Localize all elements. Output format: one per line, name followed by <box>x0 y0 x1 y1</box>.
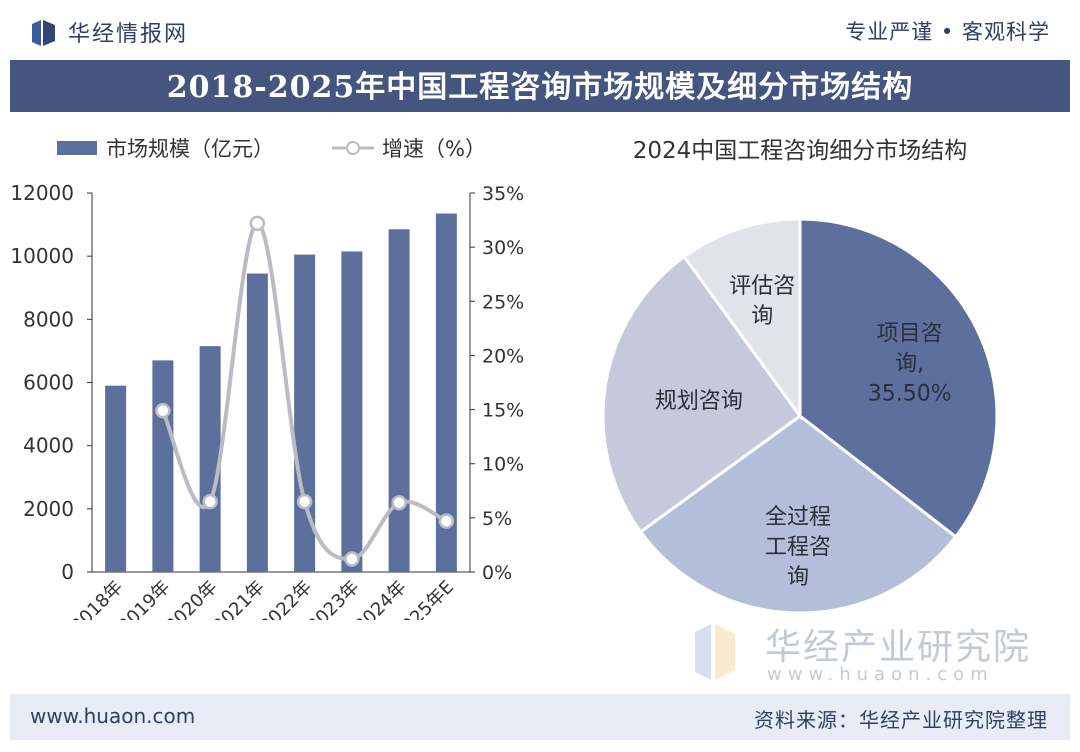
y-left-tick-label: 10000 <box>10 244 74 268</box>
y-left-tick-label: 4000 <box>23 434 74 458</box>
growth-point <box>296 493 313 510</box>
pie-slice-label: 评估咨询 <box>729 274 795 329</box>
bar <box>199 346 221 572</box>
watermark-url: www.huaon.com <box>767 664 994 685</box>
legend-line-label: 增速（%） <box>382 137 486 161</box>
growth-point <box>438 513 455 529</box>
source-note: 资料来源：华经产业研究院整理 <box>754 708 1048 732</box>
growth-point <box>344 551 360 567</box>
x-tick-label: 2022年 <box>256 577 316 620</box>
watermark-logo-icon <box>695 624 735 680</box>
x-tick-label: 2020年 <box>162 577 222 620</box>
growth-point <box>391 494 407 511</box>
y-right-tick-label: 20% <box>482 345 524 367</box>
y-right-tick-label: 30% <box>482 237 524 259</box>
bar <box>294 254 316 572</box>
x-tick-label: 2018年 <box>67 577 127 620</box>
bar-line-chart: 市场规模（亿元） 增速（%） 0 2000 4000 6000 8000 10000 12000… <box>10 137 524 620</box>
x-tick-label: 2019年 <box>114 577 174 620</box>
y-right-tick-label: 0% <box>482 562 512 584</box>
watermark-text: 华经产业研究院 <box>765 627 1032 668</box>
x-tick-label: 2021年 <box>209 577 269 620</box>
y-right-tick-label: 25% <box>482 291 524 313</box>
growth-point <box>249 215 266 232</box>
y-right-tick-label: 35% <box>482 183 524 205</box>
title-banner: 2018-2025年中国工程咨询市场规模及细分市场结构 <box>10 60 1070 112</box>
pie-slice <box>798 217 999 539</box>
logo-icon <box>32 20 55 46</box>
bar <box>246 273 268 572</box>
bar <box>152 360 174 572</box>
y-right-tick-label: 5% <box>482 508 512 530</box>
y-right-tick-label: 15% <box>482 400 524 422</box>
x-tick-label: 2024年 <box>351 577 411 620</box>
legend-bar-swatch <box>57 141 97 155</box>
bar <box>388 229 410 572</box>
y-right-tick-label: 10% <box>482 454 524 476</box>
pie-slice-label: 规划咨询 <box>655 389 743 414</box>
pie-slice-label: 全过程工程咨询 <box>765 505 831 590</box>
legend-bar-label: 市场规模（亿元） <box>106 137 274 161</box>
pie-slice-label: 项目咨询, 35.50% <box>868 321 952 406</box>
bar <box>341 251 363 572</box>
y-left-tick-label: 2000 <box>23 497 74 521</box>
legend-line-marker <box>346 141 360 155</box>
pie-slice <box>638 414 958 615</box>
footer-url[interactable]: www.huaon.com <box>30 704 196 728</box>
bar <box>435 213 457 572</box>
bar <box>105 385 127 572</box>
growth-point <box>155 402 171 419</box>
slogan: 专业严谨 • 客观科学 <box>845 20 1050 44</box>
watermark: 华经产业研究院 www.huaon.com <box>695 618 1035 692</box>
pie-slice <box>601 254 803 534</box>
y-left-tick-label: 6000 <box>23 371 74 395</box>
footer-bar: www.huaon.com 资料来源：华经产业研究院整理 <box>10 694 1070 740</box>
x-tick-label: 2023年 <box>303 577 363 620</box>
brand-name: 华经情报网 <box>68 22 189 47</box>
y-left-tick-label: 12000 <box>10 181 74 205</box>
page-title: 2018-2025年中国工程咨询市场规模及细分市场结构 <box>166 70 914 105</box>
y-left-tick-label: 8000 <box>23 307 74 331</box>
pie-title: 2024中国工程咨询细分市场结构 <box>633 138 968 164</box>
top-bar: 华经情报网 专业严谨 • 客观科学 <box>0 0 1080 58</box>
pie-slice <box>682 217 802 421</box>
y-left-tick-label: 0 <box>61 560 74 584</box>
growth-point <box>202 493 218 510</box>
